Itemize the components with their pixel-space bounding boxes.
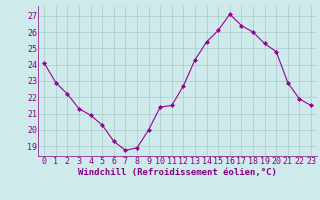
X-axis label: Windchill (Refroidissement éolien,°C): Windchill (Refroidissement éolien,°C) xyxy=(78,168,277,177)
